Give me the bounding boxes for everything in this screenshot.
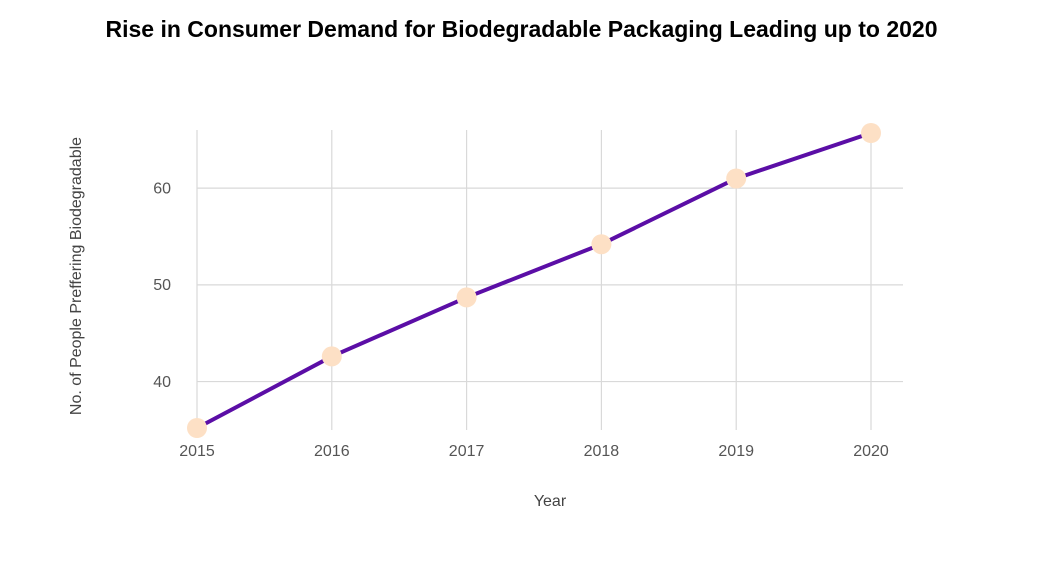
data-point-2017: [456, 287, 477, 308]
data-point-2018: [591, 234, 612, 255]
x-tick-label-2016: 2016: [314, 443, 350, 460]
x-axis-label: Year: [534, 493, 567, 510]
data-point-2019: [726, 168, 747, 189]
gridlines: [196, 130, 903, 430]
data-series: [187, 123, 881, 438]
y-tick-label-40: 40: [153, 374, 171, 391]
y-tick-label-60: 60: [153, 180, 171, 197]
data-point-2015: [187, 418, 207, 438]
x-tick-label-2020: 2020: [853, 443, 889, 460]
data-point-2020: [861, 123, 881, 143]
series-line-0: [195, 131, 873, 430]
x-tick-label-2018: 2018: [584, 443, 620, 460]
x-tick-label-2017: 2017: [449, 443, 485, 460]
axis-ticks: 40 50 60 2015 2016 2017 2018 2019 2020: [153, 180, 889, 460]
x-tick-label-2015: 2015: [179, 443, 215, 460]
x-tick-label-2019: 2019: [718, 443, 754, 460]
y-tick-label-50: 50: [153, 277, 171, 294]
y-axis-label: No. of People Preffering Biodegradable: [68, 137, 85, 415]
chart-title: Rise in Consumer Demand for Biodegradabl…: [105, 16, 938, 42]
data-point-2016: [321, 346, 342, 367]
